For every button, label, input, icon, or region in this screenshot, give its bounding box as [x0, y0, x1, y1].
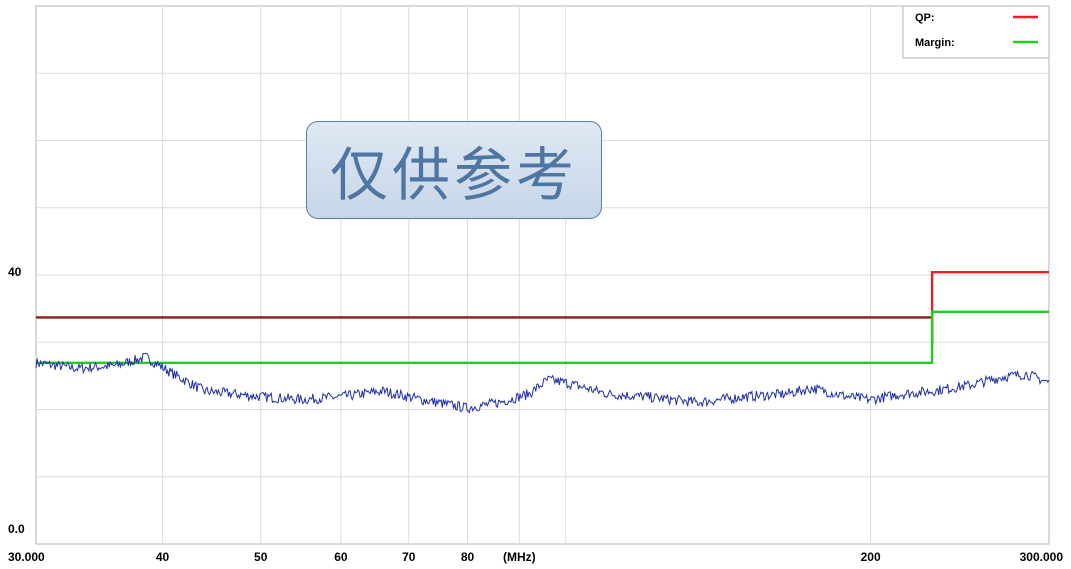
unit-layer: (MHz) — [503, 550, 536, 564]
legend-label: QP: — [915, 12, 935, 24]
x-tick-label: 50 — [254, 550, 268, 564]
series-line-3 — [35, 352, 1050, 414]
x-tick-label: 30.000 — [8, 550, 45, 564]
series-layer — [35, 270, 1050, 414]
x-tick-label: 300.000 — [1020, 550, 1064, 564]
x-tick-label: 200 — [861, 550, 881, 564]
x-axis-unit: (MHz) — [503, 550, 536, 564]
tick-layer: 30.000 40 50 60 70 80 200 300.000 0.0 40 — [8, 265, 1063, 564]
y-tick-label: 0.0 — [8, 522, 25, 536]
x-tick-label: 70 — [402, 550, 416, 564]
legend-label: Margin: — [915, 37, 955, 49]
series-line-2 — [36, 310, 1049, 364]
reference-stamp: 仅供参考 — [306, 121, 602, 219]
x-tick-label: 40 — [156, 550, 170, 564]
reference-stamp-text: 仅供参考 — [329, 141, 578, 209]
legend: QP: Margin: — [902, 5, 1050, 59]
y-tick-label: 40 — [8, 265, 22, 279]
x-tick-label: 60 — [334, 550, 348, 564]
legend-box — [902, 5, 1050, 59]
x-tick-label: 80 — [461, 550, 475, 564]
